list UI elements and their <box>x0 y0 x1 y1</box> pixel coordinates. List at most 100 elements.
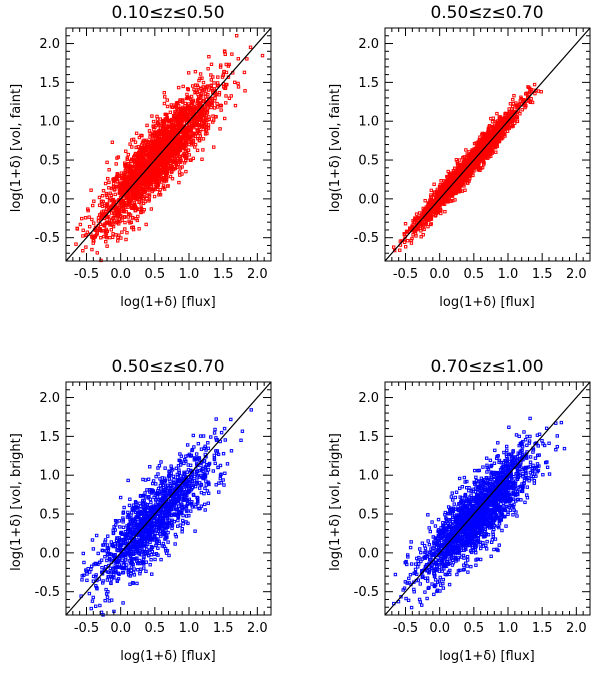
scatter-point <box>121 176 125 181</box>
scatter-point <box>89 188 93 192</box>
panel-title: 0.50≤z≤0.70 <box>111 357 224 377</box>
scatter-point <box>93 228 98 232</box>
scatter-point <box>199 110 203 115</box>
scatter-point <box>508 102 513 106</box>
scatter-point <box>457 158 462 162</box>
scatter-point <box>170 176 175 181</box>
x-tick-label: 0.0 <box>429 267 450 282</box>
scatter-point <box>171 118 175 122</box>
scatter-point <box>123 227 127 231</box>
panel-1: 0.10≤z≤0.50 -0.5 0.0 0.5 1.0 1.5 2.0-0.50.00.… <box>9 3 272 310</box>
scatter-point <box>97 195 102 200</box>
scatter-point <box>148 135 152 139</box>
scatter-point <box>209 62 214 67</box>
y-tick-label: 0.0 <box>39 192 60 207</box>
scatter-point <box>507 109 511 114</box>
scatter-point <box>153 152 157 157</box>
scatter-point <box>160 120 165 124</box>
scatter-point <box>162 158 167 162</box>
scatter-point <box>122 215 127 219</box>
scatter-point <box>212 87 217 91</box>
scatter-point <box>136 145 140 149</box>
scatter-point <box>107 186 111 190</box>
scatter-point <box>183 131 187 135</box>
scatter-point <box>158 117 163 121</box>
scatter-point <box>81 234 85 238</box>
scatter-point <box>510 104 515 109</box>
scatter-point <box>90 217 94 222</box>
scatter-point <box>163 117 167 121</box>
scatter-point <box>139 154 144 158</box>
scatter-point <box>162 125 166 130</box>
scatter-point <box>136 154 140 158</box>
scatter-point <box>91 238 95 243</box>
scatter-point <box>86 208 90 213</box>
scatter-point <box>101 199 105 204</box>
scatter-point <box>414 234 418 238</box>
scatter-point <box>202 502 207 507</box>
y-tick-label: 1.0 <box>358 115 379 130</box>
scatter-point <box>135 163 139 168</box>
scatter-point <box>139 207 144 211</box>
scatter-point <box>187 142 191 147</box>
scatter-point <box>139 180 144 185</box>
scatter-point <box>150 114 154 118</box>
y-tick-label: 2.0 <box>39 37 60 52</box>
scatter-point <box>124 149 128 153</box>
x-tick-label: 1.0 <box>179 267 200 282</box>
scatter-point <box>224 83 228 87</box>
scatter-point <box>214 92 219 97</box>
scatter-point <box>203 95 208 99</box>
scatter-point <box>532 82 537 87</box>
scatter-point <box>116 235 120 239</box>
scatter-point <box>429 188 434 193</box>
scatter-point <box>173 104 178 109</box>
scatter-point <box>103 231 108 235</box>
scatter-point <box>196 129 200 133</box>
scatter-point <box>191 99 195 104</box>
scatter-point <box>198 102 202 107</box>
scatter-point <box>87 215 91 219</box>
scatter-point <box>144 173 149 177</box>
scatter-point <box>233 80 237 85</box>
scatter-point <box>454 158 459 162</box>
scatter-point <box>391 245 396 249</box>
scatter-point <box>151 124 155 128</box>
scatter-point <box>102 224 107 228</box>
scatter-point <box>210 101 214 106</box>
scatter-point <box>137 135 142 140</box>
scatter-point <box>140 141 145 145</box>
scatter-point <box>176 102 180 106</box>
scatter-point <box>439 179 443 183</box>
scatter-point <box>196 85 200 90</box>
scatter-point <box>197 89 202 93</box>
y-tick-label: 0.5 <box>358 154 379 169</box>
scatter-point <box>155 145 160 150</box>
scatter-point <box>151 167 156 171</box>
scatter-point <box>200 157 204 162</box>
scatter-point <box>158 148 162 152</box>
one-to-one-line <box>65 27 272 262</box>
scatter-point <box>151 188 156 192</box>
scatter-point <box>227 96 232 100</box>
scatter-point <box>444 180 448 184</box>
scatter-point <box>128 165 133 169</box>
scatter-point <box>421 233 425 237</box>
scatter-point <box>111 216 115 221</box>
scatter-point <box>126 195 130 200</box>
scatter-point <box>200 124 204 128</box>
scatter-point <box>128 142 132 146</box>
scatter-point <box>405 238 410 243</box>
x-axis-label: log(1+δ) [flux] <box>120 295 215 310</box>
scatter-point <box>432 190 436 194</box>
scatter-point <box>419 229 423 233</box>
scatter-point <box>152 142 157 146</box>
scatter-point <box>205 131 209 136</box>
scatter-point <box>453 198 457 202</box>
scatter-point <box>179 120 183 124</box>
scatter-point <box>111 185 116 189</box>
scatter-point <box>432 182 436 186</box>
scatter-point <box>409 241 414 245</box>
scatter-point <box>147 155 151 160</box>
scatter-point <box>119 236 123 240</box>
